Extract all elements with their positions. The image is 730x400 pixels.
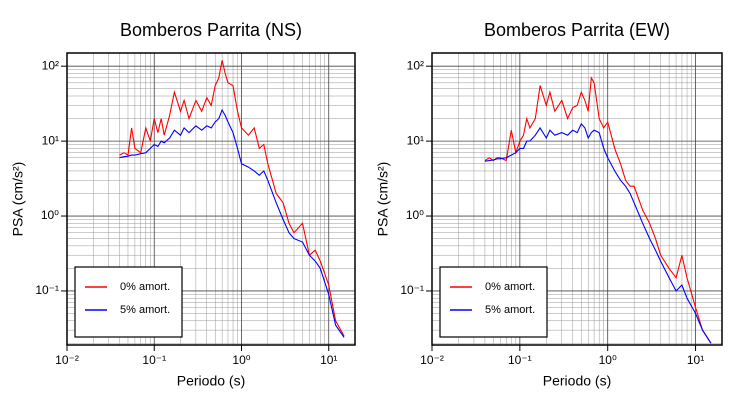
legend-label: 5% amort. xyxy=(485,304,535,316)
x-axis-label: Periodo (s) xyxy=(177,373,245,389)
series-line xyxy=(484,122,712,344)
series-line xyxy=(119,60,345,337)
y-tick-label: 10¹ xyxy=(407,133,424,147)
y-tick-label: 10² xyxy=(42,58,59,72)
x-tick-label: 10⁻² xyxy=(55,353,79,367)
legend-label: 0% amort. xyxy=(120,281,170,293)
y-axis-label: PSA (cm/s²) xyxy=(10,162,26,237)
y-tick-label: 10⁻¹ xyxy=(400,283,424,297)
legend-label: 5% amort. xyxy=(120,304,170,316)
plot-frame xyxy=(66,52,356,346)
x-tick-label: 10¹ xyxy=(687,353,704,367)
series-line xyxy=(484,75,712,344)
x-tick-label: 10⁰ xyxy=(599,353,617,367)
x-tick-label: 10¹ xyxy=(320,353,337,367)
x-tick-label: 10⁻¹ xyxy=(142,353,166,367)
x-tick-label: 10⁰ xyxy=(232,353,250,367)
chart-title: Bomberos Parrita (EW) xyxy=(484,20,670,40)
y-tick-label: 10⁰ xyxy=(406,208,424,222)
plot-frame xyxy=(431,52,723,346)
x-tick-label: 10⁻¹ xyxy=(508,353,532,367)
series-line xyxy=(119,108,345,338)
legend-label: 0% amort. xyxy=(485,281,535,293)
y-axis-label: PSA (cm/s²) xyxy=(375,162,391,237)
legend-box xyxy=(439,266,548,338)
x-tick-label: 10⁻² xyxy=(420,353,444,367)
chart-title: Bomberos Parrita (NS) xyxy=(120,20,302,40)
x-axis-label: Periodo (s) xyxy=(543,373,611,389)
y-tick-label: 10² xyxy=(407,58,424,72)
y-tick-label: 10⁰ xyxy=(41,208,59,222)
y-tick-label: 10¹ xyxy=(42,133,59,147)
legend-box xyxy=(74,266,183,338)
y-tick-label: 10⁻¹ xyxy=(35,283,59,297)
